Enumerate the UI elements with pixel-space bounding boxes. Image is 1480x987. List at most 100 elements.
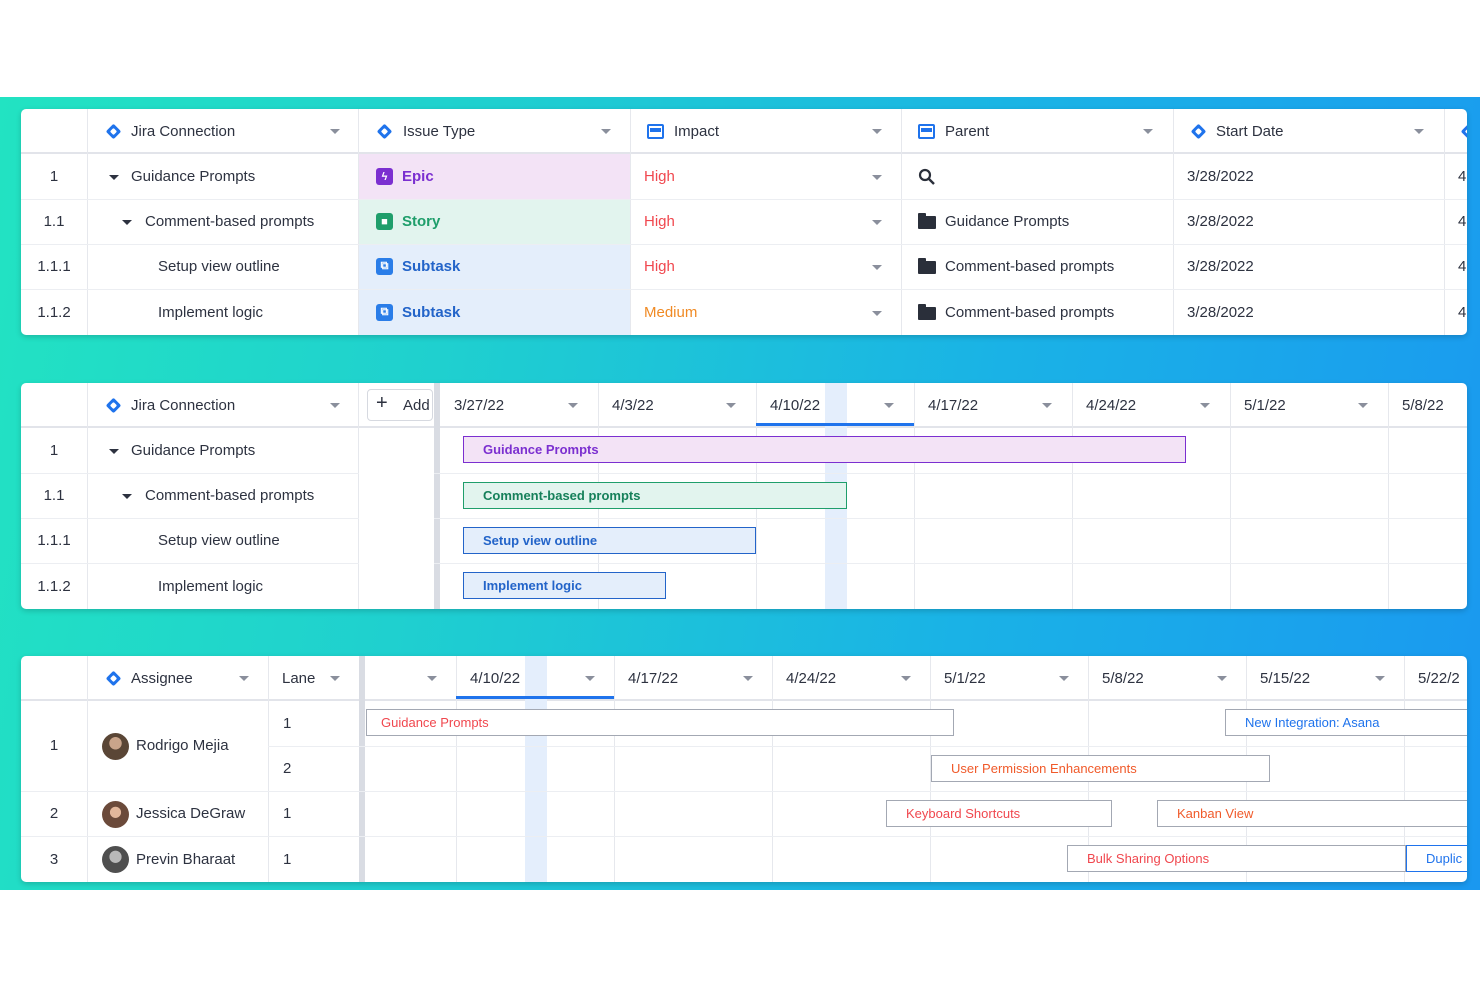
- today-marker: [525, 656, 547, 882]
- chevron-down-icon[interactable]: [1143, 129, 1153, 134]
- gantt-bar[interactable]: Setup view outline: [463, 527, 756, 554]
- chevron-down-icon[interactable]: [330, 676, 340, 681]
- assignee-name[interactable]: Previn Bharaat: [136, 851, 236, 868]
- issue-type-value[interactable]: Subtask: [402, 258, 461, 275]
- timeline-date-label: 4/17/22: [928, 397, 979, 414]
- jira-diamond-icon: [105, 123, 122, 140]
- row-name[interactable]: Comment-based prompts: [145, 487, 315, 504]
- timeline-date-label: 4/3/22: [612, 397, 654, 414]
- parent-value[interactable]: Comment-based prompts: [945, 258, 1115, 275]
- chevron-down-icon[interactable]: [1059, 676, 1069, 681]
- parent-value[interactable]: Guidance Prompts: [945, 213, 1070, 230]
- chevron-down-icon[interactable]: [872, 311, 882, 316]
- parent-value[interactable]: Comment-based prompts: [945, 304, 1115, 321]
- assignee-name[interactable]: Jessica DeGraw: [136, 805, 246, 822]
- gantt-bar[interactable]: Implement logic: [463, 572, 666, 599]
- jira-diamond-icon: [105, 670, 122, 687]
- chevron-down-icon[interactable]: [872, 220, 882, 225]
- row-name[interactable]: Implement logic: [158, 304, 264, 321]
- chevron-down-icon[interactable]: [1414, 129, 1424, 134]
- row-number: 1: [49, 168, 59, 185]
- chevron-down-icon[interactable]: [884, 403, 894, 408]
- chevron-down-icon[interactable]: [872, 175, 882, 180]
- timeline-date-label: 5/15/22: [1260, 670, 1311, 687]
- jira-diamond-icon: [1460, 123, 1467, 140]
- issue-type-value[interactable]: Story: [402, 213, 441, 230]
- timeline-date-label: 5/8/22: [1402, 397, 1444, 414]
- timeline-date-label: 5/8/22: [1102, 670, 1144, 687]
- row-number: 1.1.2: [37, 304, 71, 321]
- column-header-label: Issue Type: [403, 123, 476, 140]
- chevron-down-icon[interactable]: [601, 129, 611, 134]
- collapse-caret-icon[interactable]: [109, 175, 119, 180]
- chevron-down-icon[interactable]: [1358, 403, 1368, 408]
- chevron-down-icon[interactable]: [1200, 403, 1210, 408]
- gantt-bar[interactable]: Keyboard Shortcuts: [886, 800, 1112, 827]
- chevron-down-icon[interactable]: [330, 129, 340, 134]
- column-header-label: Assignee: [131, 670, 193, 687]
- chevron-down-icon[interactable]: [1217, 676, 1227, 681]
- timeline-date-label: 4/17/22: [628, 670, 679, 687]
- impact-value[interactable]: High: [644, 213, 675, 230]
- timeline-date-label: 4/10/22: [470, 670, 521, 687]
- avatar: [102, 801, 129, 828]
- timeline-date-label: 3/27/22: [454, 397, 505, 414]
- impact-value[interactable]: High: [644, 168, 675, 185]
- row-name[interactable]: Implement logic: [158, 578, 264, 595]
- gantt-bar[interactable]: Kanban View: [1157, 800, 1467, 827]
- resource-panel: Assignee Lane 4/10/22 4/17/22 4/24/22 5/…: [21, 656, 1467, 882]
- next-column-value: 4: [1458, 168, 1467, 185]
- collapse-caret-icon[interactable]: [122, 494, 132, 499]
- start-date-value[interactable]: 3/28/2022: [1187, 168, 1254, 185]
- chevron-down-icon[interactable]: [239, 676, 249, 681]
- chevron-down-icon[interactable]: [901, 676, 911, 681]
- start-date-value[interactable]: 3/28/2022: [1187, 213, 1254, 230]
- gantt-bar[interactable]: Guidance Prompts: [463, 436, 1186, 463]
- chevron-down-icon[interactable]: [585, 676, 595, 681]
- row-name[interactable]: Setup view outline: [158, 532, 280, 549]
- column-header-label: Parent: [945, 123, 990, 140]
- gantt-bar[interactable]: New Integration: Asana: [1225, 709, 1467, 736]
- chevron-down-icon[interactable]: [872, 129, 882, 134]
- chevron-down-icon[interactable]: [872, 265, 882, 270]
- splitter-handle[interactable]: [359, 656, 365, 882]
- timeline-date-label: 5/1/22: [1244, 397, 1286, 414]
- subtask-icon: ⧉: [376, 304, 393, 321]
- gantt-bar[interactable]: User Permission Enhancements: [931, 755, 1270, 782]
- chevron-down-icon[interactable]: [726, 403, 736, 408]
- row-name[interactable]: Guidance Prompts: [131, 442, 256, 459]
- gantt-bar[interactable]: Guidance Prompts: [366, 709, 954, 736]
- gantt-panel: Jira Connection + Add 3/27/22 4/3/22 4/1…: [21, 383, 1467, 609]
- header-divider: [21, 152, 1467, 154]
- assignee-name[interactable]: Rodrigo Mejia: [136, 737, 229, 754]
- chevron-down-icon[interactable]: [1042, 403, 1052, 408]
- chevron-down-icon[interactable]: [330, 403, 340, 408]
- gantt-bar[interactable]: Bulk Sharing Options: [1067, 845, 1406, 872]
- search-icon[interactable]: [918, 168, 936, 186]
- lane-number: 1: [283, 715, 292, 732]
- column-header-label: Start Date: [1216, 123, 1284, 140]
- chevron-down-icon[interactable]: [1375, 676, 1385, 681]
- gantt-bar[interactable]: Duplic: [1406, 845, 1467, 872]
- gantt-bar[interactable]: Comment-based prompts: [463, 482, 847, 509]
- add-column-button[interactable]: + Add: [367, 389, 433, 421]
- impact-value[interactable]: High: [644, 258, 675, 275]
- avatar: [102, 846, 129, 873]
- add-column-label: Add: [403, 397, 430, 414]
- issue-type-value[interactable]: Epic: [402, 168, 434, 185]
- row-name[interactable]: Setup view outline: [158, 258, 280, 275]
- issue-type-value[interactable]: Subtask: [402, 304, 461, 321]
- chevron-down-icon[interactable]: [427, 676, 437, 681]
- row-name[interactable]: Guidance Prompts: [131, 168, 256, 185]
- collapse-caret-icon[interactable]: [122, 220, 132, 225]
- start-date-value[interactable]: 3/28/2022: [1187, 304, 1254, 321]
- start-date-value[interactable]: 3/28/2022: [1187, 258, 1254, 275]
- chevron-down-icon[interactable]: [743, 676, 753, 681]
- splitter-handle[interactable]: [434, 383, 440, 609]
- collapse-caret-icon[interactable]: [109, 449, 119, 454]
- chevron-down-icon[interactable]: [568, 403, 578, 408]
- impact-value[interactable]: Medium: [644, 304, 698, 321]
- plus-icon: +: [376, 392, 388, 414]
- row-name[interactable]: Comment-based prompts: [145, 213, 315, 230]
- column-header-label: Jira Connection: [131, 397, 236, 414]
